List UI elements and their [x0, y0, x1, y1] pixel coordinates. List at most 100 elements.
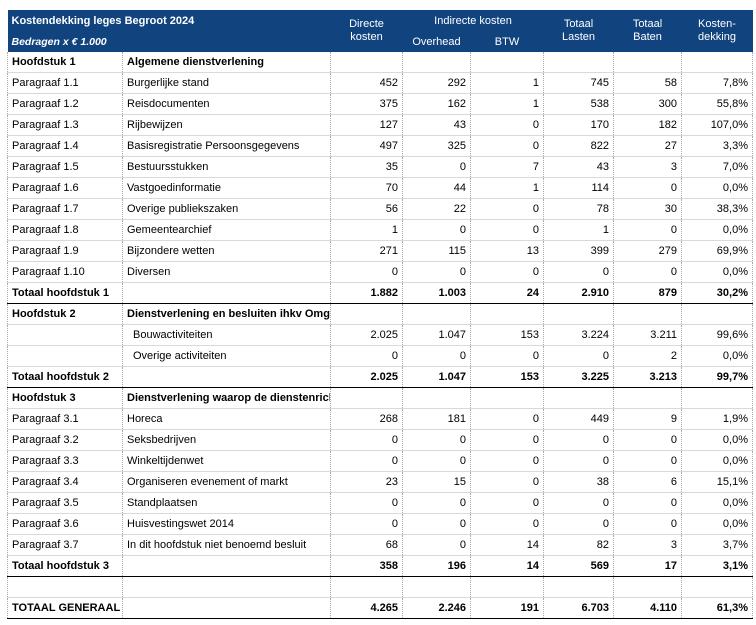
value-cell: 1 [470, 72, 544, 94]
value-cell: 1.047 [402, 324, 471, 346]
value-cell: 38 [543, 471, 614, 493]
data-row: Paragraaf 1.3 Rijbewijzen 127 43 0 170 182 107,… [7, 114, 753, 136]
data-row: Paragraaf 1.1 Burgerlijke stand 452 292 1 745… [7, 72, 753, 94]
row-name: Organiseren evenement of markt [122, 471, 331, 493]
row-name: Burgerlijke stand [122, 72, 331, 94]
data-row: Paragraaf 1.10 Diversen 0 0 0 0 0 0,0% [7, 261, 753, 283]
value-cell: 1.003 [402, 282, 471, 304]
value-cell: 56 [330, 198, 403, 220]
column-header: Overhead [402, 31, 471, 52]
empty-cell [330, 303, 403, 325]
column-header: Totaal Baten [613, 10, 682, 52]
table-subtitle: Bedragen x € 1.000 [7, 31, 331, 52]
row-name: Overige activiteiten [122, 345, 331, 367]
value-cell: 0 [470, 198, 544, 220]
value-cell: 0 [330, 492, 403, 514]
section-row: Hoofdstuk 3 Dienstverlening waarop de die… [7, 387, 753, 409]
empty-cell [613, 576, 682, 598]
data-row: Paragraaf 1.2 Reisdocumenten 375 162 1 538 300… [7, 93, 753, 115]
empty-cell [330, 387, 403, 409]
value-cell: 1 [543, 219, 614, 241]
value-cell: 191 [470, 597, 544, 619]
row-label: Paragraaf 1.5 [7, 156, 123, 178]
value-cell: 14 [470, 555, 544, 577]
value-cell: 0 [543, 429, 614, 451]
value-cell: 279 [613, 240, 682, 262]
row-label: Paragraaf 3.7 [7, 534, 123, 556]
value-cell: 38,3% [681, 198, 753, 220]
value-cell: 745 [543, 72, 614, 94]
value-cell: 822 [543, 135, 614, 157]
value-cell: 300 [613, 93, 682, 115]
section-title: Dienstverlening en besluiten ihkv Omgevi… [122, 303, 331, 325]
value-cell: 3 [613, 534, 682, 556]
value-cell: 1.047 [402, 366, 471, 388]
value-cell: 69,9% [681, 240, 753, 262]
row-name: Bestuursstukken [122, 156, 331, 178]
column-header-text: Kosten-dekking [698, 18, 736, 43]
value-cell: 17 [613, 555, 682, 577]
row-name: Winkeltijdenwet [122, 450, 331, 472]
value-cell: 4.265 [330, 597, 403, 619]
value-cell: 7,0% [681, 156, 753, 178]
value-cell: 23 [330, 471, 403, 493]
value-cell: 449 [543, 408, 614, 430]
data-row: Paragraaf 3.3 Winkeltijdenwet 0 0 0 0 0 0,0% [7, 450, 753, 472]
row-name [122, 282, 331, 304]
row-label: Paragraaf 3.6 [7, 513, 123, 535]
row-label: Paragraaf 1.8 [7, 219, 123, 241]
value-cell: 399 [543, 240, 614, 262]
value-cell: 0 [543, 450, 614, 472]
value-cell: 0 [330, 261, 403, 283]
empty-cell [402, 576, 471, 598]
value-cell: 0 [402, 261, 471, 283]
column-header-text: Totaal Baten [632, 18, 663, 43]
column-header: Kosten-dekking [681, 10, 753, 52]
empty-cell [543, 303, 614, 325]
value-cell: 153 [470, 366, 544, 388]
value-cell: 0,0% [681, 429, 753, 451]
empty-cell [470, 303, 544, 325]
value-cell: 3.211 [613, 324, 682, 346]
value-cell: 170 [543, 114, 614, 136]
empty-cell [402, 387, 471, 409]
row-name: Bijzondere wetten [122, 240, 331, 262]
data-row: Bouwactiviteiten 2.025 1.047 153 3.224 3.211 9… [7, 324, 753, 346]
value-cell: 22 [402, 198, 471, 220]
value-cell: 0 [402, 450, 471, 472]
value-cell: 24 [470, 282, 544, 304]
column-header: BTW [470, 31, 544, 52]
value-cell: 0,0% [681, 177, 753, 199]
value-cell: 70 [330, 177, 403, 199]
value-cell: 0,0% [681, 492, 753, 514]
value-cell: 358 [330, 555, 403, 577]
data-row: Paragraaf 1.8 Gemeentearchief 1 0 0 1 0 0,0% [7, 219, 753, 241]
data-row: Paragraaf 3.1 Horeca 268 181 0 449 9 1,9% [7, 408, 753, 430]
empty-cell [122, 576, 331, 598]
value-cell: 68 [330, 534, 403, 556]
value-cell: 115 [402, 240, 471, 262]
value-cell: 1 [470, 177, 544, 199]
value-cell: 78 [543, 198, 614, 220]
row-name: Horeca [122, 408, 331, 430]
value-cell: 2.910 [543, 282, 614, 304]
section-row: Hoofdstuk 1 Algemene dienstverlening [7, 52, 753, 73]
total-row: TOTAAL GENERAAL 4.265 2.246 191 6.703 4.110 61… [7, 597, 753, 619]
empty-cell [681, 387, 753, 409]
row-name: Overige publiekszaken [122, 198, 331, 220]
value-cell: 1.882 [330, 282, 403, 304]
row-name: Reisdocumenten [122, 93, 331, 115]
value-cell: 1,9% [681, 408, 753, 430]
value-cell: 127 [330, 114, 403, 136]
row-label: Paragraaf 1.10 [7, 261, 123, 283]
row-name: Bouwactiviteiten [122, 324, 331, 346]
value-cell: 9 [613, 408, 682, 430]
cost-table: Kostendekking leges Begroot 2024 Directe… [7, 10, 753, 619]
value-cell: 3.225 [543, 366, 614, 388]
value-cell: 0 [613, 450, 682, 472]
value-cell: 3.224 [543, 324, 614, 346]
row-label: Paragraaf 1.6 [7, 177, 123, 199]
row-label [7, 324, 123, 346]
empty-cell [330, 52, 403, 73]
value-cell: 0 [470, 408, 544, 430]
